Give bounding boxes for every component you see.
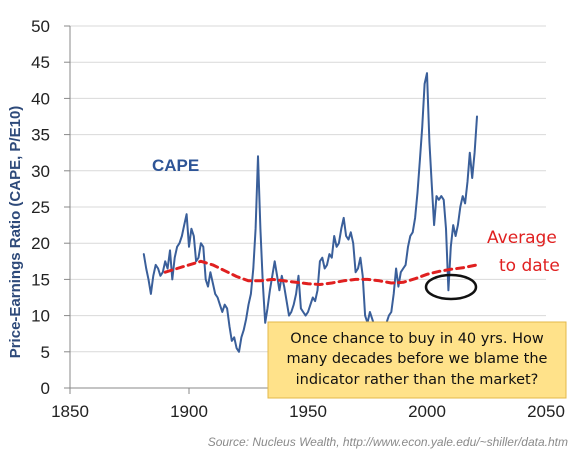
note-line-1: Once chance to buy in 40 yrs. How	[290, 331, 544, 347]
gridlines	[70, 25, 546, 353]
cape-series-label: CAPE	[152, 156, 199, 175]
y-tick-20: 20	[31, 234, 50, 253]
x-tick-2050: 2050	[527, 402, 565, 421]
y-tick-40: 40	[31, 89, 50, 108]
highlight-circle	[424, 273, 478, 301]
average-label-line1: Average	[487, 228, 557, 248]
y-tick-50: 50	[31, 17, 50, 36]
series-line-average-to-date	[163, 259, 479, 286]
y-tick-15: 15	[31, 270, 50, 289]
note-line-3: indicator rather than the market?	[296, 372, 539, 388]
y-tick-5: 5	[41, 343, 50, 362]
y-tick-0: 0	[41, 379, 50, 398]
x-tick-1950: 1950	[289, 402, 327, 421]
annotation-note-box	[267, 321, 567, 399]
y-tick-10: 10	[31, 307, 50, 326]
average-label-line2: to date	[499, 256, 560, 276]
y-axis-label: Price-Earnings Ratio (CAPE, P/E10)	[7, 106, 24, 359]
y-tick-25: 25	[31, 198, 50, 217]
x-tick-1850: 1850	[51, 402, 89, 421]
series-layer	[142, 72, 479, 353]
x-tick-labels: 1850 1900 1950 2000 2050	[51, 388, 565, 421]
annotation-note: Once chance to buy in 40 yrs. How many d…	[267, 321, 567, 399]
x-tick-2000: 2000	[408, 402, 446, 421]
note-line-2: many decades before we blame the	[287, 351, 548, 367]
y-tick-35: 35	[31, 126, 50, 145]
source-note: Source: Nucleus Wealth, http://www.econ.…	[208, 435, 568, 449]
series-line-cape	[142, 72, 478, 353]
x-tick-1900: 1900	[170, 402, 208, 421]
y-tick-labels: 0 5 10 15 20 25 30 35 40 45 50	[31, 17, 70, 398]
y-tick-30: 30	[31, 162, 50, 181]
y-tick-45: 45	[31, 53, 50, 72]
